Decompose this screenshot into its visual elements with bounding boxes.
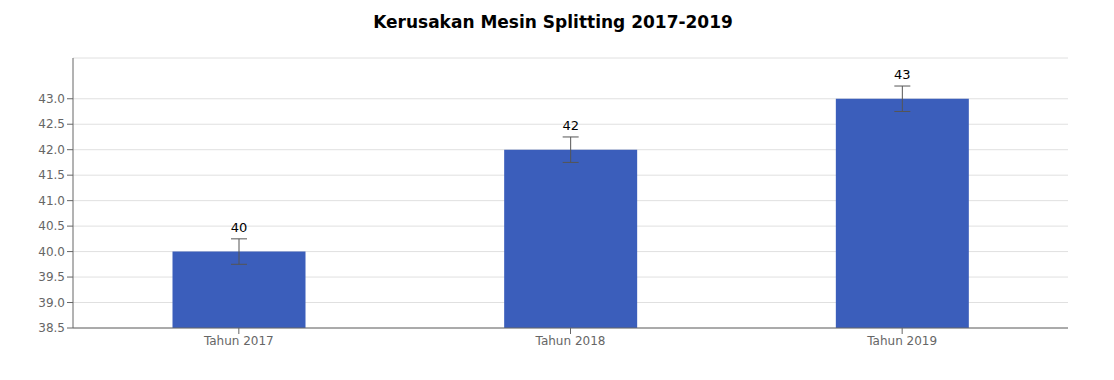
- svg-text:39.0: 39.0: [38, 296, 65, 310]
- svg-text:43: 43: [894, 67, 911, 82]
- svg-text:Tahun 2017: Tahun 2017: [203, 334, 274, 348]
- svg-text:43.0: 43.0: [38, 92, 65, 106]
- svg-text:Tahun 2019: Tahun 2019: [866, 334, 937, 348]
- svg-text:39.5: 39.5: [38, 270, 65, 284]
- svg-text:41.0: 41.0: [38, 194, 65, 208]
- svg-text:40: 40: [231, 220, 248, 235]
- svg-text:42.0: 42.0: [38, 143, 65, 157]
- svg-text:42: 42: [562, 118, 579, 133]
- svg-text:40.5: 40.5: [38, 219, 65, 233]
- svg-text:38.5: 38.5: [38, 321, 65, 335]
- svg-text:41.5: 41.5: [38, 168, 65, 182]
- html-text:Kerusakan Mesin Splitting 2017: Kerusakan Mesin Splitting 2017-2019: [373, 12, 733, 32]
- svg-text:Tahun 2018: Tahun 2018: [535, 334, 606, 348]
- svg-text:42.5: 42.5: [38, 117, 65, 131]
- svg-text:40.0: 40.0: [38, 245, 65, 259]
